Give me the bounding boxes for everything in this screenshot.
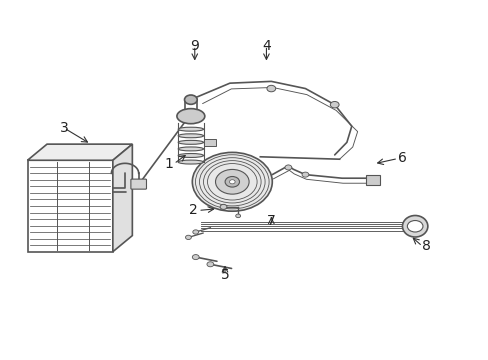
Circle shape	[229, 180, 235, 184]
Circle shape	[235, 214, 240, 218]
Circle shape	[285, 165, 291, 170]
Ellipse shape	[177, 109, 204, 124]
Text: 8: 8	[422, 239, 430, 253]
Bar	[366, 175, 379, 185]
Text: 3: 3	[60, 121, 68, 135]
Circle shape	[184, 95, 197, 104]
Circle shape	[330, 102, 338, 108]
Circle shape	[192, 152, 272, 211]
Text: 9: 9	[190, 39, 199, 53]
Ellipse shape	[178, 127, 203, 131]
Circle shape	[185, 235, 191, 239]
Circle shape	[407, 221, 422, 232]
Circle shape	[206, 262, 213, 267]
Text: 7: 7	[266, 214, 275, 228]
Bar	[27, 160, 113, 252]
Text: 2: 2	[189, 203, 198, 217]
Ellipse shape	[178, 160, 203, 164]
Bar	[203, 139, 215, 146]
Ellipse shape	[178, 140, 203, 144]
Text: 5: 5	[220, 268, 229, 282]
Ellipse shape	[178, 153, 203, 157]
Circle shape	[215, 170, 248, 194]
Ellipse shape	[402, 216, 427, 237]
FancyBboxPatch shape	[131, 179, 146, 189]
Ellipse shape	[178, 134, 203, 138]
Text: 4: 4	[262, 39, 270, 53]
Polygon shape	[113, 144, 132, 252]
Text: 1: 1	[164, 157, 173, 171]
Ellipse shape	[178, 147, 203, 151]
Circle shape	[220, 204, 226, 210]
Circle shape	[224, 176, 239, 187]
Circle shape	[192, 230, 198, 234]
Circle shape	[192, 255, 199, 260]
Polygon shape	[27, 144, 132, 160]
Text: 6: 6	[397, 152, 406, 166]
Circle shape	[302, 172, 308, 177]
Circle shape	[266, 85, 275, 92]
